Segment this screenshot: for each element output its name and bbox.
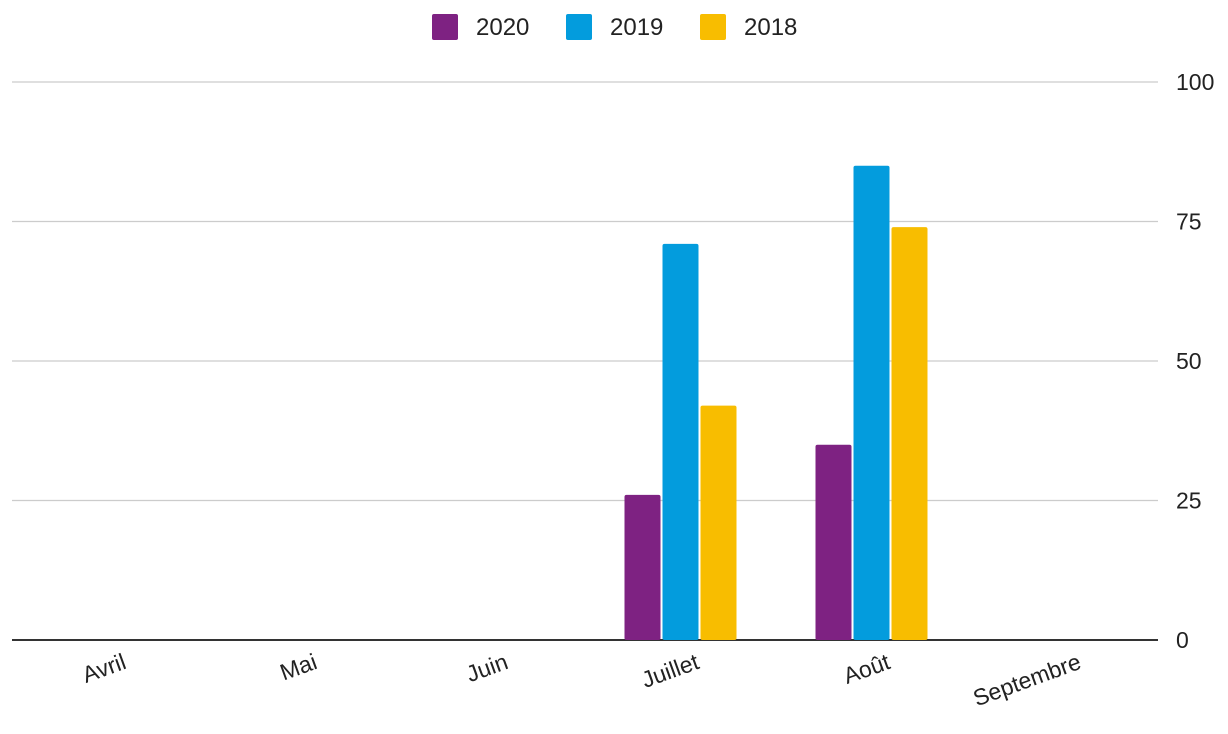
bar-2018-juillet [700,405,737,640]
x-category-label: Avril [79,648,130,688]
legend-swatch [700,14,726,40]
y-axis-ticks: 0 25 50 75 100 [1176,69,1214,653]
gridlines [12,81,1158,641]
y-tick-label: 0 [1176,627,1189,653]
legend-label: 2019 [610,14,663,41]
bar-2019-juillet [662,243,699,640]
legend-label: 2020 [476,14,529,41]
bar-2018-août [891,227,928,640]
x-category-label: Mai [276,648,320,685]
legend: 2020 2019 2018 [432,14,797,41]
x-category-label: Septembre [970,648,1085,711]
legend-swatch [566,14,592,40]
bars [624,165,928,640]
legend-swatch [432,14,458,40]
y-tick-label: 100 [1176,69,1214,95]
bar-2020-juillet [624,494,661,640]
y-tick-label: 75 [1176,209,1202,235]
x-category-label: Juillet [638,648,703,693]
x-axis-labels: Avril Mai Juin Juillet Août Septembre [79,648,1085,711]
legend-label: 2018 [744,14,797,41]
bar-2019-août [853,165,890,640]
y-tick-label: 25 [1176,488,1202,514]
y-tick-label: 50 [1176,348,1202,374]
bar-2020-août [815,444,852,640]
x-category-label: Juin [463,648,512,687]
x-category-label: Août [840,648,894,689]
